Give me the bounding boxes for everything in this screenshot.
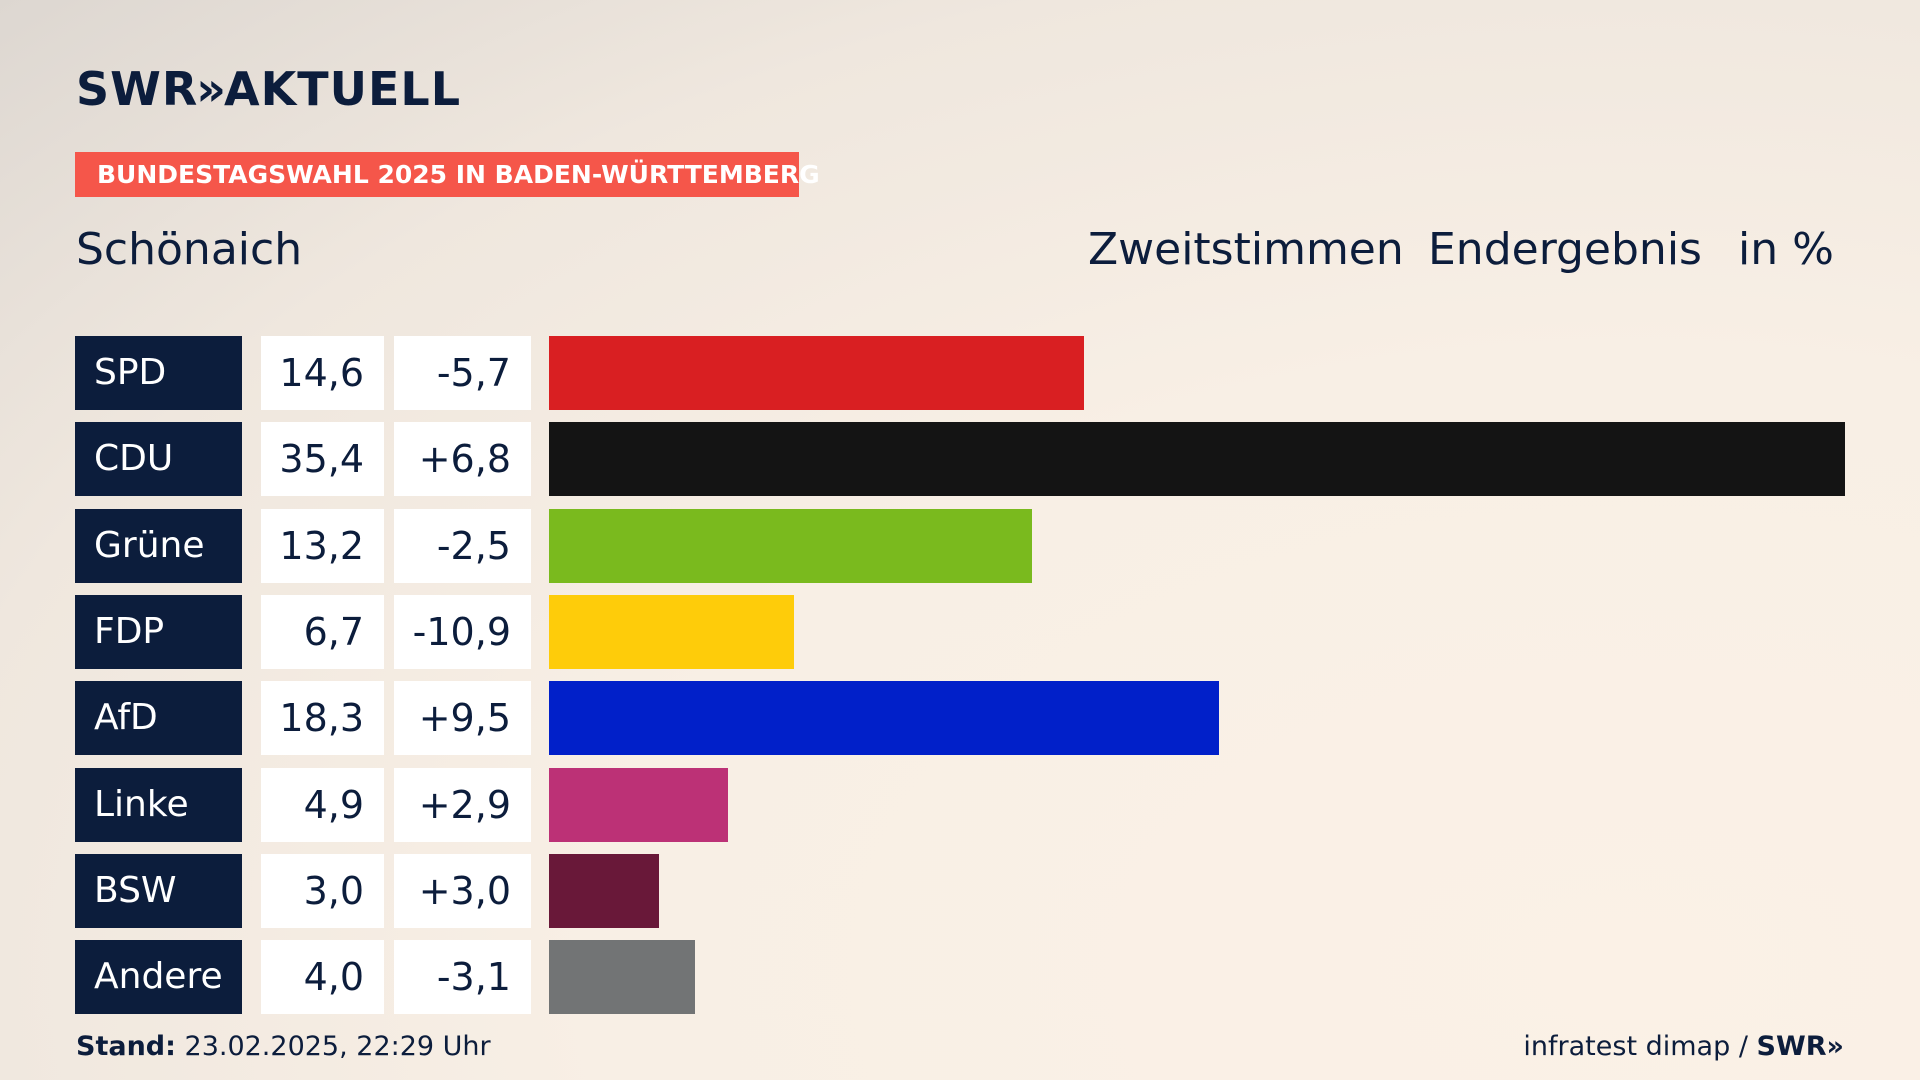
source-logo: SWR»	[1756, 1031, 1844, 1062]
diff-label: +6,8	[394, 422, 531, 497]
swr-aktuell-logo: SWR» AKTUELL	[76, 66, 461, 112]
bar	[549, 853, 659, 928]
logo-swr: SWR	[76, 62, 199, 116]
diff-label: +2,9	[394, 767, 531, 842]
party-label: AfD	[75, 681, 242, 756]
party-label: FDP	[75, 594, 242, 669]
unit-label: in %	[1738, 224, 1834, 275]
place-title: Schönaich	[76, 224, 303, 275]
value-label: 3,0	[261, 853, 384, 928]
diff-label: +3,0	[394, 853, 531, 928]
diff-label: -10,9	[394, 594, 531, 669]
value-label: 18,3	[261, 681, 384, 756]
party-label: BSW	[75, 853, 242, 928]
party-label: Linke	[75, 767, 242, 842]
timestamp: Stand: 23.02.2025, 22:29 Uhr	[76, 1030, 491, 1064]
source-text: infratest dimap /	[1523, 1031, 1748, 1062]
bar	[549, 336, 1084, 410]
logo-aktuell: AKTUELL	[224, 62, 462, 116]
result-type-label: Endergebnis	[1428, 224, 1702, 275]
value-label: 4,0	[261, 940, 384, 1015]
value-label: 14,6	[261, 336, 384, 410]
value-label: 13,2	[261, 508, 384, 583]
diff-label: +9,5	[394, 681, 531, 756]
diff-label: -2,5	[394, 508, 531, 583]
diff-label: -3,1	[394, 940, 531, 1015]
vote-type-label: Zweitstimmen	[1088, 224, 1404, 275]
party-label: CDU	[75, 422, 242, 497]
bar	[549, 508, 1033, 583]
bar	[549, 594, 795, 669]
value-label: 35,4	[261, 422, 384, 497]
bar	[549, 767, 729, 842]
stand-value: 23.02.2025, 22:29 Uhr	[184, 1031, 491, 1062]
bar	[549, 681, 1219, 756]
election-tag: BUNDESTAGSWAHL 2025 IN BADEN-WÜRTTEMBERG	[75, 152, 820, 197]
value-label: 4,9	[261, 767, 384, 842]
value-label: 6,7	[261, 594, 384, 669]
party-label: Grüne	[75, 508, 242, 583]
diff-label: -5,7	[394, 336, 531, 410]
bar	[549, 422, 1845, 497]
party-label: Andere	[75, 940, 242, 1015]
bar	[549, 940, 696, 1015]
party-label: SPD	[75, 336, 242, 410]
stand-label: Stand:	[76, 1031, 176, 1062]
source-credit: infratest dimap / SWR»	[1523, 1030, 1844, 1064]
